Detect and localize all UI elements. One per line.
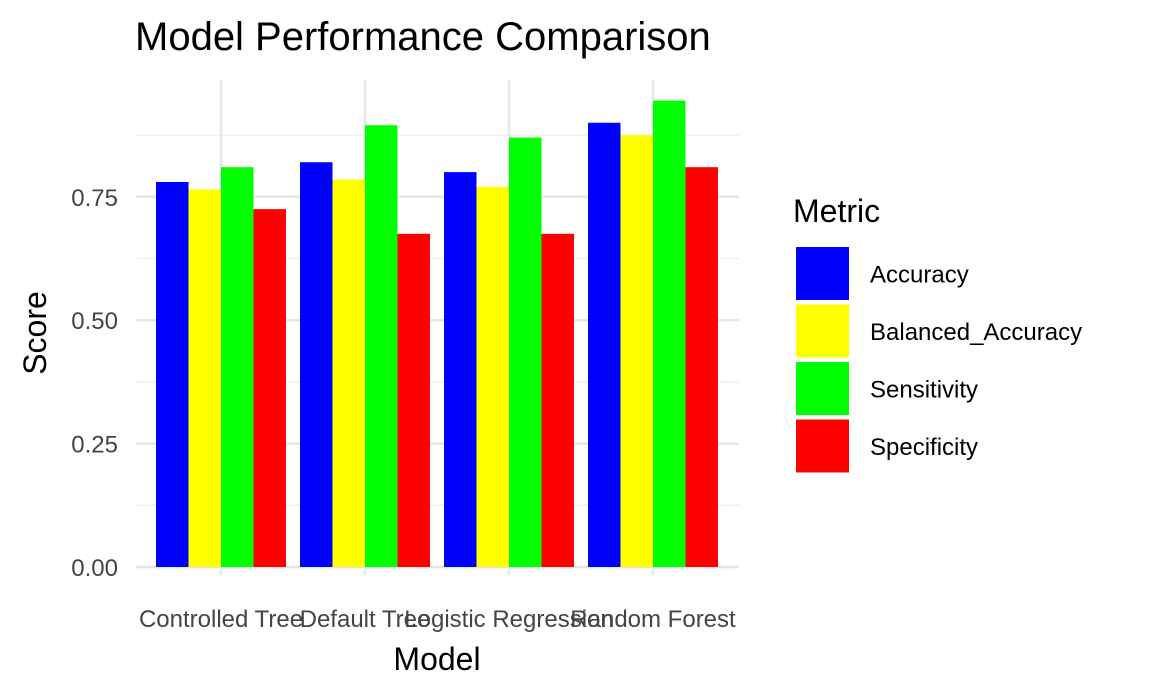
bar-accuracy-3 <box>444 172 477 567</box>
y-tick-label: 0.50 <box>71 308 118 335</box>
legend-key-balanced-accuracy <box>796 304 849 358</box>
bar-specificity-1 <box>253 209 286 567</box>
x-axis-title: Model <box>393 641 480 677</box>
legend-key-sensitivity <box>796 362 849 415</box>
legend-key-accuracy <box>796 247 849 300</box>
bar-accuracy-1 <box>156 181 189 567</box>
bar-balanced-accuracy-3 <box>476 186 509 568</box>
bars <box>156 100 718 568</box>
bar-specificity-4 <box>685 167 718 567</box>
bar-sensitivity-3 <box>509 137 542 567</box>
bar-balanced-accuracy-2 <box>332 179 365 568</box>
y-tick-label: 0.75 <box>71 185 118 212</box>
y-tick-label: 0.00 <box>71 555 118 582</box>
bar-sensitivity-4 <box>653 100 686 567</box>
bar-sensitivity-2 <box>365 125 398 567</box>
bar-balanced-accuracy-4 <box>620 135 653 567</box>
bar-sensitivity-1 <box>221 167 254 567</box>
legend-label: Specificity <box>870 434 978 461</box>
bar-accuracy-2 <box>300 162 333 568</box>
bar-specificity-2 <box>397 233 430 567</box>
legend-key-specificity <box>796 419 849 473</box>
x-tick-label: Controlled Tree <box>139 606 303 633</box>
x-tick-label: Default Tree <box>300 606 431 633</box>
legend-title: Metric <box>793 193 880 229</box>
legend-label: Balanced_Accuracy <box>870 319 1082 346</box>
legend-label: Sensitivity <box>870 377 978 404</box>
legend: Metric Accuracy Balanced_Accuracy Sensitiv… <box>793 193 1082 473</box>
y-axis-title: Score <box>17 291 53 375</box>
chart-title: Model Performance Comparison <box>135 15 711 59</box>
x-tick-label: Random Forest <box>570 606 736 633</box>
bar-accuracy-4 <box>588 122 621 567</box>
legend-label: Accuracy <box>870 262 969 289</box>
y-ticks: 0.00 0.25 0.50 0.75 <box>71 185 118 582</box>
bar-specificity-3 <box>541 233 574 567</box>
bar-balanced-accuracy-1 <box>188 189 221 567</box>
y-tick-label: 0.25 <box>71 432 118 459</box>
x-tick-label: Logistic Regression <box>404 606 613 633</box>
legend-items: Accuracy Balanced_Accuracy Sensitivity Spec… <box>796 247 1082 473</box>
